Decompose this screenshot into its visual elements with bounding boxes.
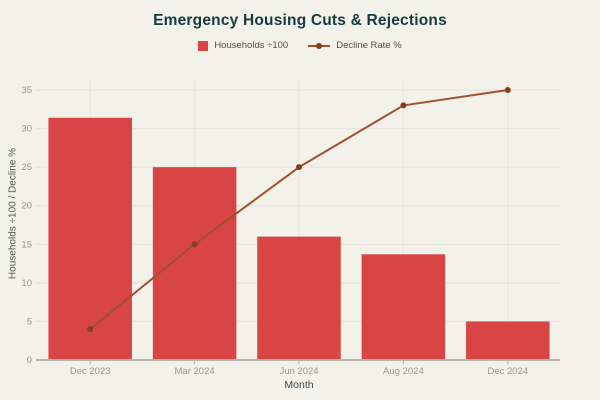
y-tick-label: 0 [27,355,32,366]
chart-title: Emergency Housing Cuts & Rejections [153,12,447,29]
bar-swatch-icon [198,40,209,51]
line-point-dec-2024[interactable] [504,87,511,93]
bar-aug-2024[interactable] [361,254,446,360]
line-point-mar-2024[interactable] [191,241,198,248]
x-tick-label: Dec 2023 [70,366,111,377]
x-tick-label: Jun 2024 [279,366,318,377]
y-tick-label: 15 [21,239,32,250]
bar-mar-2024[interactable] [152,167,237,360]
line-swatch-icon [308,42,331,49]
legend-label-decline-rate: Decline Rate % [336,40,402,51]
y-tick-label: 20 [21,201,32,212]
line-point-jun-2024[interactable] [296,164,302,171]
line-point-dec-2023[interactable] [87,326,94,333]
x-axis-title: Month [284,379,314,391]
y-tick-label: 10 [21,278,32,289]
x-tick-label: Mar 2024 [175,366,215,377]
legend-item-households[interactable]: Households ÷100 [198,40,288,51]
x-tick-label: Dec 2024 [487,366,528,377]
y-tick-label: 30 [21,124,32,135]
bar-jun-2024[interactable] [257,236,341,360]
y-tick-label: 35 [21,85,32,96]
line-point-aug-2024[interactable] [400,102,407,109]
legend-item-decline-rate[interactable]: Decline Rate % [308,40,402,51]
bar-dec-2024[interactable] [466,321,550,360]
y-tick-label: 25 [21,162,32,173]
line-swatch-dot-icon [316,42,323,49]
legend: Households ÷100 Decline Rate % [0,40,600,51]
bar-dec-2023[interactable] [48,117,132,361]
y-tick-label: 5 [27,316,32,327]
legend-label-households: Households ÷100 [214,40,289,51]
x-tick-label: Aug 2024 [383,366,424,377]
